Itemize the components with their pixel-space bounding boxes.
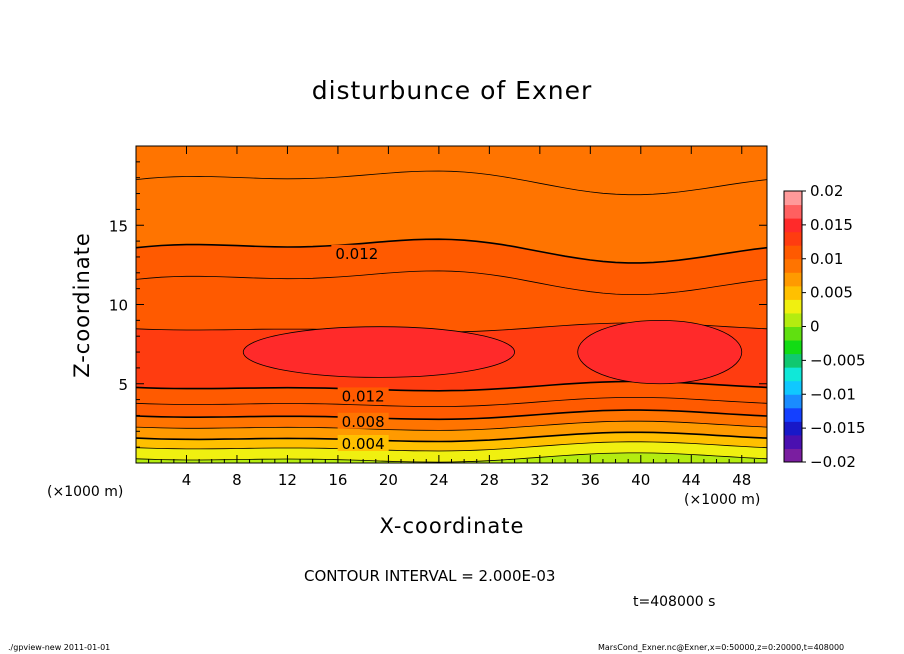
plot-area: 0.012 0.012 0.008 0.004: [136, 146, 767, 463]
x-units-label: (×1000 m): [684, 492, 761, 508]
colorbar-segment: [784, 326, 802, 341]
colorbar-segment: [784, 312, 802, 327]
colorbar-tick-label: −0.005: [810, 351, 866, 369]
x-tick-label: 32: [530, 471, 549, 489]
contour-band: [136, 146, 767, 195]
colorbar-tick-label: −0.01: [810, 385, 856, 403]
contour-label-bg: [337, 434, 389, 451]
contour-line: [136, 420, 767, 431]
y-tick-label: 5: [118, 376, 128, 394]
contour-maximum: [242, 326, 515, 378]
contour-band: [136, 397, 767, 420]
contour-band: [136, 441, 767, 463]
colorbar-segment: [784, 299, 802, 314]
x-tick-label: 44: [682, 471, 701, 489]
colorbar-segment: [784, 340, 802, 355]
footer-right: MarsCond_Exner.nc@Exner,x=0:50000,z=0:20…: [598, 643, 845, 652]
colorbar-segment: [784, 421, 802, 436]
y-axis-label: Z-coordinate: [70, 232, 94, 378]
colorbar-segment: [784, 448, 802, 463]
chart-title: disturbunce of Exner: [311, 76, 593, 105]
x-axis-label: X-coordinate: [379, 514, 525, 538]
colorbar-segment: [784, 380, 802, 395]
colorbar-tick-label: 0.005: [810, 284, 853, 302]
colorbar-tick-label: 0.015: [810, 216, 853, 234]
colorbar-tick-label: −0.015: [810, 419, 866, 437]
colorbar-segment: [784, 258, 802, 273]
colorbar-tick-label: 0.01: [810, 250, 843, 268]
colorbar-segment: [784, 231, 802, 246]
y-tick-label: 15: [109, 217, 128, 235]
contour-line: [136, 270, 767, 295]
x-tick-label: 36: [581, 471, 600, 489]
contour-label: 0.012: [335, 245, 378, 263]
colorbar-segment: [784, 285, 802, 300]
y-units-label: (×1000 m): [47, 484, 124, 500]
contour-label: 0.008: [342, 413, 385, 431]
colorbar-tick-label: 0.02: [810, 182, 843, 200]
contour-label: 0.004: [342, 435, 385, 453]
contour-band: [136, 239, 767, 295]
x-tick-label: 24: [429, 471, 448, 489]
contour-maximum: [577, 319, 743, 385]
x-tick-label: 40: [631, 471, 650, 489]
contour-line: [136, 431, 767, 443]
contour-label-bg: [337, 387, 389, 404]
x-tick-label: 4: [182, 471, 192, 489]
x-tick-label: 8: [232, 471, 242, 489]
colorbar-segment: [784, 407, 802, 422]
colorbar-segment: [784, 272, 802, 287]
colorbar-segment: [784, 367, 802, 382]
contour-band: [136, 270, 767, 333]
colorbar-segment: [784, 204, 802, 219]
x-tick-label: 48: [732, 471, 751, 489]
x-tick-label: 20: [379, 471, 398, 489]
footer-left: ./gpview-new 2011-01-01: [8, 643, 111, 652]
colorbar-segment: [784, 434, 802, 449]
contour-interval-text: CONTOUR INTERVAL = 2.000E-03: [304, 567, 556, 585]
y-tick-label: 10: [109, 297, 128, 315]
colorbar-segment: [784, 191, 802, 206]
time-label: t=408000 s: [633, 594, 716, 610]
x-tick-label: 12: [278, 471, 297, 489]
contour-line: [136, 409, 767, 421]
contour-line: [136, 238, 767, 264]
x-tick-label: 16: [328, 471, 347, 489]
contour-band: [136, 421, 767, 442]
colorbar-segment: [784, 245, 802, 260]
colorbar-segment: [784, 394, 802, 409]
colorbar-segment: [784, 218, 802, 233]
contour-label-bg: [331, 244, 383, 261]
contour-band: [136, 452, 767, 463]
contour-label: 0.012: [342, 387, 385, 405]
contour-band: [136, 410, 767, 431]
colorbar: 0.02 0.015 0.01 0.005 0 −0.005 −0.01 −0.015 −0.0…: [783, 182, 866, 471]
colorbar-segment: [784, 353, 802, 368]
contour-line: [136, 170, 767, 196]
contour-line: [136, 441, 767, 452]
x-tick-label: 28: [480, 471, 499, 489]
contour-label-bg: [337, 412, 389, 429]
colorbar-tick-label: −0.02: [810, 453, 856, 471]
colorbar-tick-label: 0: [810, 318, 820, 336]
contour-line: [136, 397, 767, 407]
